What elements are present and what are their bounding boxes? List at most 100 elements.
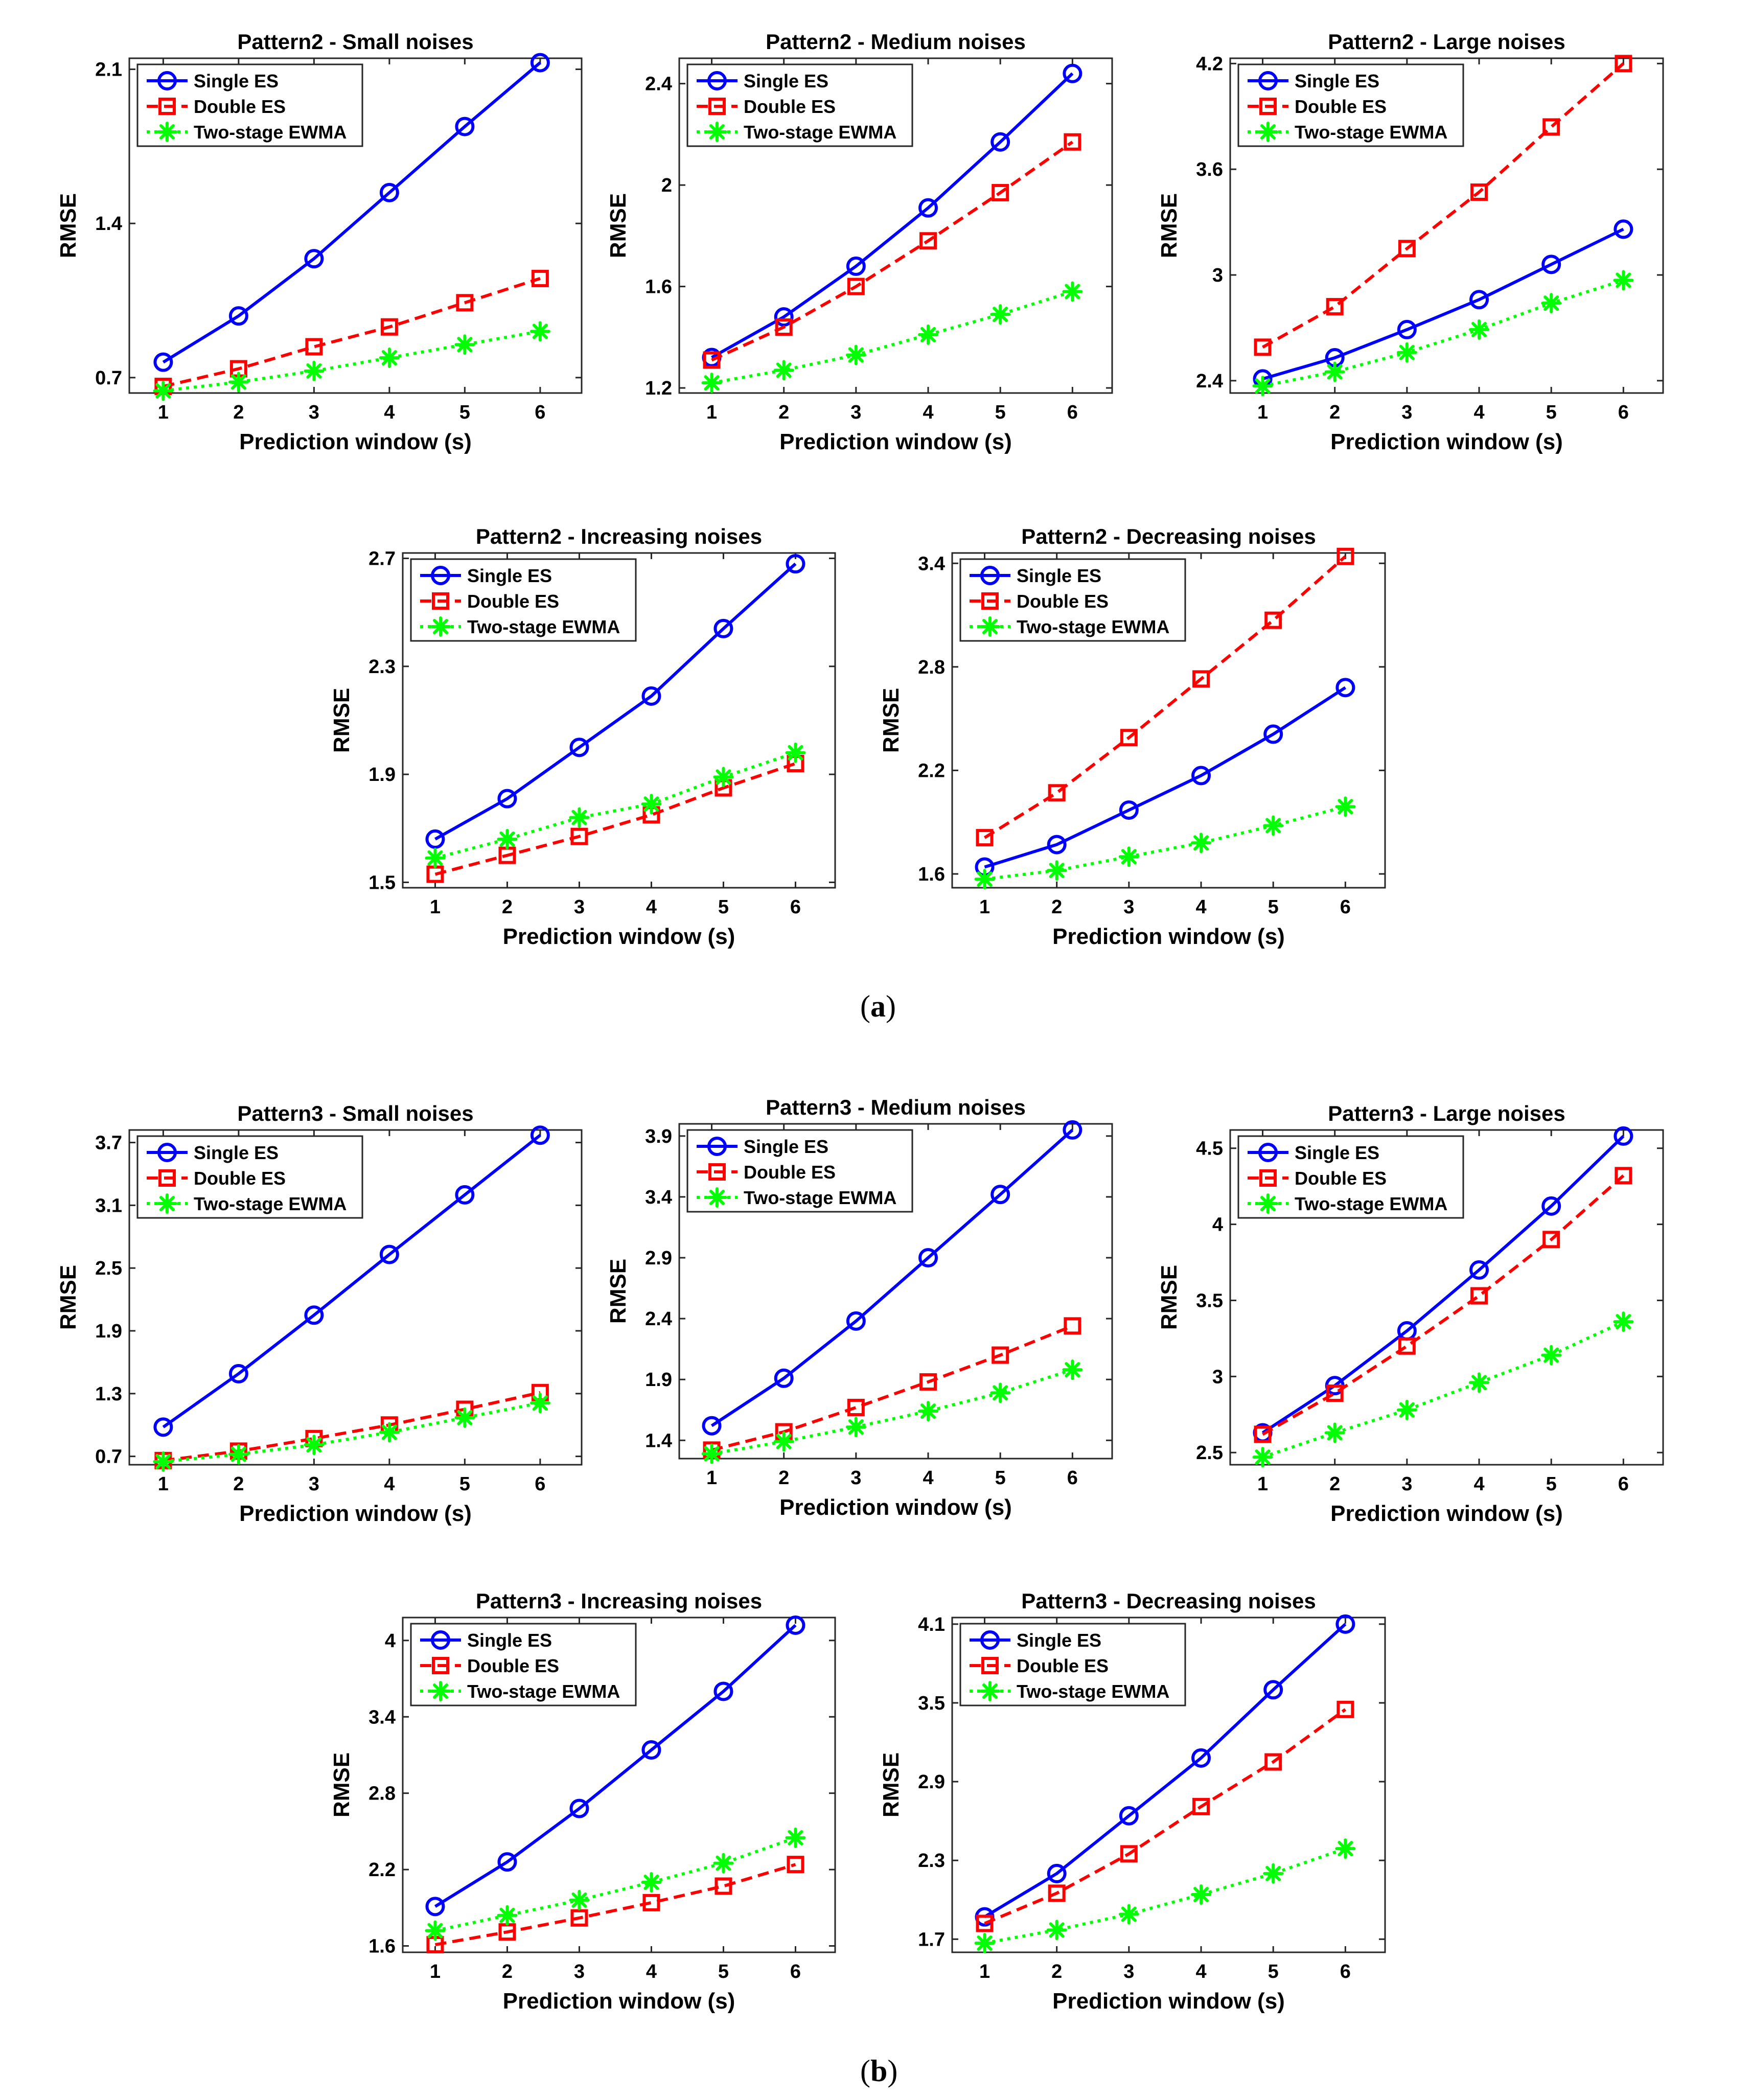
chart-10: Pattern3 - Decreasing noises 1 2 3 4 5 6 1.7 2.3…: [879, 1589, 1386, 2014]
legend-entry: Single ES: [1295, 1142, 1379, 1163]
data-point: [918, 324, 939, 345]
x-tick-label: 1: [158, 1473, 169, 1495]
legend-entry: Single ES: [1295, 71, 1379, 91]
y-axis-label: RMSE: [606, 193, 631, 258]
legend-marker: [1259, 1169, 1277, 1187]
legend-marker: [981, 1657, 999, 1674]
data-point: [785, 742, 806, 763]
data-point: [379, 1244, 399, 1264]
series-line: [434, 1624, 797, 1908]
data-point: [425, 1920, 446, 1941]
chart-title: Pattern3 - Increasing noises: [476, 1589, 762, 1613]
data-point: [974, 1933, 995, 1954]
data-point: [713, 1853, 734, 1874]
data-point: [845, 1417, 866, 1438]
legend-marker: [707, 122, 727, 142]
data-point: [1398, 1337, 1416, 1355]
data-point: [530, 1125, 550, 1145]
y-tick-label: 1.3: [95, 1383, 122, 1405]
data-point: [1254, 1425, 1272, 1443]
x-tick-label: 3: [1401, 1473, 1412, 1495]
legend: Single ES Double ES Two-stage EWMA: [959, 1623, 1186, 1706]
x-tick-label: 3: [309, 1473, 319, 1495]
x-tick-label: 1: [1257, 1473, 1268, 1495]
legend-entry: Single ES: [467, 1630, 552, 1651]
data-point: [1046, 860, 1067, 881]
legend-entry: Two-stage EWMA: [1295, 122, 1447, 143]
data-point: [1064, 133, 1081, 151]
data-point: [641, 1740, 661, 1760]
data-point: [1192, 1797, 1210, 1815]
data-point: [497, 1852, 517, 1872]
data-point: [153, 352, 173, 372]
legend-marker: [1259, 98, 1277, 115]
series-single: [702, 1120, 1082, 1436]
data-point: [1613, 270, 1634, 291]
data-point: [1118, 1904, 1139, 1925]
panel-label-a: (a): [860, 989, 896, 1023]
legend-marker: [430, 616, 451, 637]
legend: Single ES Double ES Two-stage EWMA: [410, 558, 637, 642]
legend-marker: [1258, 1193, 1278, 1214]
data-point: [379, 182, 399, 202]
legend-entry: Two-stage EWMA: [194, 1193, 347, 1214]
x-tick-label: 4: [384, 1473, 395, 1495]
series-double: [976, 547, 1354, 847]
data-point: [918, 198, 938, 218]
series-double: [1254, 1167, 1632, 1443]
x-tick-label: 6: [535, 402, 545, 423]
data-point: [1192, 670, 1210, 688]
series-line: [711, 1368, 1073, 1456]
data-point: [713, 618, 733, 638]
x-tick-label: 6: [1618, 402, 1629, 423]
y-tick-label: 4.2: [1196, 53, 1223, 75]
data-point: [976, 829, 994, 847]
data-point: [1542, 118, 1560, 136]
data-point: [774, 1368, 794, 1388]
legend: Single ES Double ES Two-stage EWMA: [136, 63, 363, 147]
data-point: [1047, 835, 1067, 855]
data-point: [1337, 1700, 1354, 1718]
chart-9: Pattern3 - Increasing noises 1 2 3 4 5 6 1.6 2.2…: [329, 1589, 836, 2014]
legend-entry: Single ES: [467, 565, 552, 586]
y-tick-label: 3.9: [645, 1126, 672, 1147]
data-point: [153, 380, 174, 401]
series-double: [1254, 55, 1632, 356]
data-point: [1615, 1167, 1632, 1185]
x-tick-label: 4: [923, 402, 933, 423]
data-point: [1062, 1359, 1083, 1380]
x-tick-label: 3: [850, 402, 861, 423]
x-tick-label: 1: [1257, 402, 1268, 423]
legend-entry: Double ES: [467, 1655, 559, 1676]
series-line: [163, 330, 541, 393]
data-point: [1541, 1196, 1561, 1216]
data-point: [787, 1856, 804, 1874]
x-tick-label: 4: [646, 896, 657, 918]
data-point: [531, 269, 549, 287]
legend: Single ES Double ES Two-stage EWMA: [1237, 63, 1464, 147]
data-point: [1398, 240, 1416, 258]
legend-marker: [707, 1187, 727, 1208]
data-point: [304, 1305, 324, 1325]
legend-entry: Single ES: [1017, 565, 1101, 586]
legend-marker: [708, 98, 726, 115]
series-double: [703, 133, 1081, 369]
x-tick-label: 2: [502, 1961, 513, 1982]
x-tick-label: 3: [574, 1961, 585, 1982]
data-point: [1541, 1345, 1562, 1366]
series-double: [976, 1700, 1354, 1932]
legend-marker: [157, 122, 177, 142]
x-tick-label: 1: [706, 1467, 717, 1489]
x-tick-label: 1: [979, 1961, 990, 1982]
data-point: [701, 1443, 722, 1464]
data-point: [919, 232, 937, 250]
data-point: [1048, 1884, 1066, 1902]
data-point: [641, 794, 662, 815]
series-single: [425, 554, 805, 849]
y-axis-label: RMSE: [1157, 193, 1182, 258]
x-axis-label: Prediction window (s): [1330, 429, 1563, 454]
y-tick-label: 1.4: [645, 1430, 672, 1451]
x-tick-label: 5: [718, 1961, 729, 1982]
series-line: [434, 562, 797, 841]
